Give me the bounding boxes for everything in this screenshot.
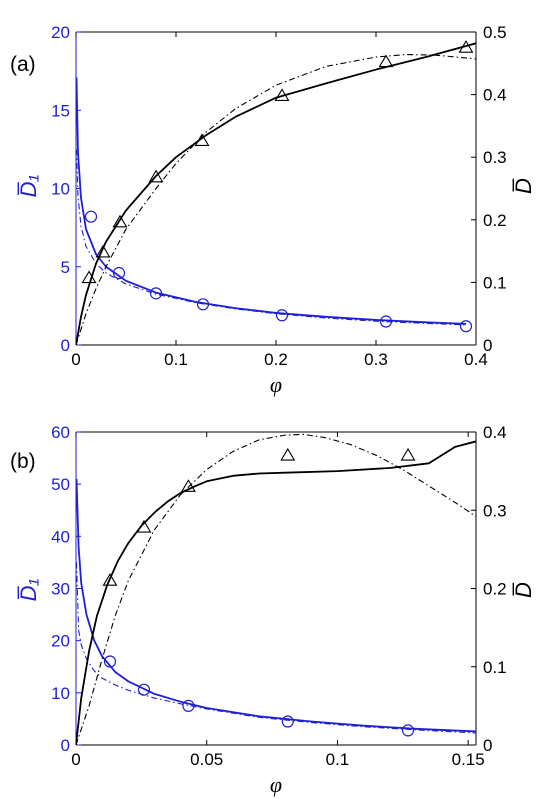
panel-a-black-triangle-marker — [194, 133, 210, 147]
panel-b-x-tick-label: 0.15 — [452, 750, 485, 769]
panel-a-blue-circle-marker — [459, 320, 473, 333]
panel-a-blue-circle-marker — [379, 315, 393, 328]
panel-b-left-tick-label: 0 — [61, 736, 70, 755]
panel-b-left-tick-label: 60 — [51, 423, 70, 442]
panel-b-black-triangle-marker — [180, 479, 196, 492]
panel-b-x-tick-label: 0 — [71, 750, 80, 769]
panel-a-x-tick-label: 0.4 — [464, 350, 488, 369]
svg-text:D̅₁: D̅₁ — [16, 175, 41, 198]
panel-b-left-axis-label: D̅₁ — [16, 579, 41, 602]
panel-a-x-tick-label: 0 — [71, 350, 80, 369]
panel-b-left-tick-label: 20 — [51, 632, 70, 651]
panel-b-black-solid-line — [76, 440, 476, 745]
panel-a-black-triangle-marker — [81, 270, 97, 284]
panel-a-right-tick-label: 0.3 — [483, 148, 507, 167]
panel-a-blue-circle-marker — [149, 287, 163, 300]
panel-b-right-axis-label: D̅ — [511, 582, 536, 598]
panel-a-black-triangle-marker — [148, 169, 164, 183]
panel-a-blue-solid-line — [76, 77, 467, 325]
panel-a-right-tick-label: 0.4 — [483, 86, 507, 105]
panel-a-black-triangle-marker — [458, 40, 474, 53]
panel-b-right-tick-label: 0 — [483, 736, 492, 755]
panel-b-left-tick-label: 50 — [51, 475, 70, 494]
panel-b-black-triangle-marker — [280, 447, 296, 461]
panel-b-black-triangle-marker — [102, 573, 118, 586]
svg-text:D̅: D̅ — [511, 582, 536, 598]
svg-text:D̅₁: D̅₁ — [16, 579, 41, 602]
panel-b-label: (b) — [10, 450, 36, 473]
panel-b-right-tick-label: 0.1 — [483, 658, 507, 677]
panel-a-black-triangle-marker — [274, 88, 290, 101]
panel-a-black-dash-dot-line — [76, 53, 476, 345]
panel-b-chart: (b) D̅₁ D̅ φ 0 0.05 0.1 0.15010203040506000… — [10, 423, 536, 797]
panel-a-black-triangle-marker — [378, 54, 394, 68]
panel-b-plot-area — [76, 433, 476, 745]
panel-b-right-tick-label: 0.4 — [483, 423, 507, 442]
panel-a-right-axis-label: D̅ — [511, 178, 536, 194]
panel-b-black-triangle-marker — [400, 447, 416, 461]
panel-a-black-triangle-marker — [95, 244, 111, 258]
panel-a-x-tick-label: 0.3 — [364, 350, 388, 369]
panel-a-blue-circle-marker — [275, 309, 289, 322]
panel-b-black-dash-dot-line — [76, 433, 476, 745]
panel-a-blue-circle-marker — [196, 298, 210, 311]
panel-b-right-tick-label: 0.2 — [483, 580, 507, 599]
panel-a-x-axis-label: φ — [270, 372, 282, 397]
panel-b-blue-circle-marker — [182, 699, 195, 712]
panel-a-left-tick-label: 20 — [51, 23, 70, 42]
panel-a-x-tick-label: 0.1 — [164, 350, 188, 369]
panel-b-x-tick-label: 0.1 — [326, 750, 350, 769]
panel-a-right-tick-label: 0.5 — [483, 23, 507, 42]
panel-a-blue-circle-marker — [84, 210, 98, 223]
panel-b-blue-circle-marker — [281, 715, 294, 728]
panel-a-left-tick-label: 5 — [61, 258, 70, 277]
panel-b-blue-circle-marker — [103, 655, 117, 668]
panel-b-black-triangle-marker — [136, 519, 152, 533]
panel-a-black-triangle-marker — [112, 214, 128, 228]
panel-a-left-tick-label: 10 — [51, 180, 70, 199]
panel-b-right-tick-label: 0.3 — [483, 501, 507, 520]
panel-a-left-tick-label: 0 — [61, 336, 70, 355]
panel-a-chart: (a) D̅₁ D̅ φ 0 0.1 0.2 0.3 0.40510152000.10.… — [10, 23, 536, 397]
panel-a-black-solid-line — [76, 42, 476, 345]
svg-text:D̅: D̅ — [511, 178, 536, 194]
panel-b-left-tick-label: 10 — [51, 684, 70, 703]
panel-b-left-tick-label: 40 — [51, 527, 70, 546]
panel-b-blue-circle-marker — [137, 683, 151, 696]
panel-b-x-axis-label: φ — [270, 772, 282, 797]
panel-a-right-tick-label: 0.2 — [483, 211, 507, 230]
panel-a-right-tick-label: 0 — [483, 336, 492, 355]
panel-a-left-axis-label: D̅₁ — [16, 175, 41, 198]
panel-a-right-tick-label: 0.1 — [483, 273, 507, 292]
panel-a-left-tick-label: 15 — [51, 101, 70, 120]
panel-a-plot-area — [76, 42, 476, 345]
panel-a-blue-dash-dot-line — [76, 149, 467, 326]
panel-a-label: (a) — [10, 53, 36, 76]
panel-b-left-tick-label: 30 — [51, 580, 70, 599]
panel-b-blue-dash-dot-line — [76, 562, 476, 734]
panel-b-blue-solid-line — [76, 478, 476, 733]
panel-b-x-tick-label: 0.05 — [190, 750, 223, 769]
panel-b-blue-circle-marker — [401, 724, 415, 737]
panel-a-x-tick-label: 0.2 — [264, 350, 288, 369]
panel-a-blue-circle-marker — [112, 266, 126, 280]
